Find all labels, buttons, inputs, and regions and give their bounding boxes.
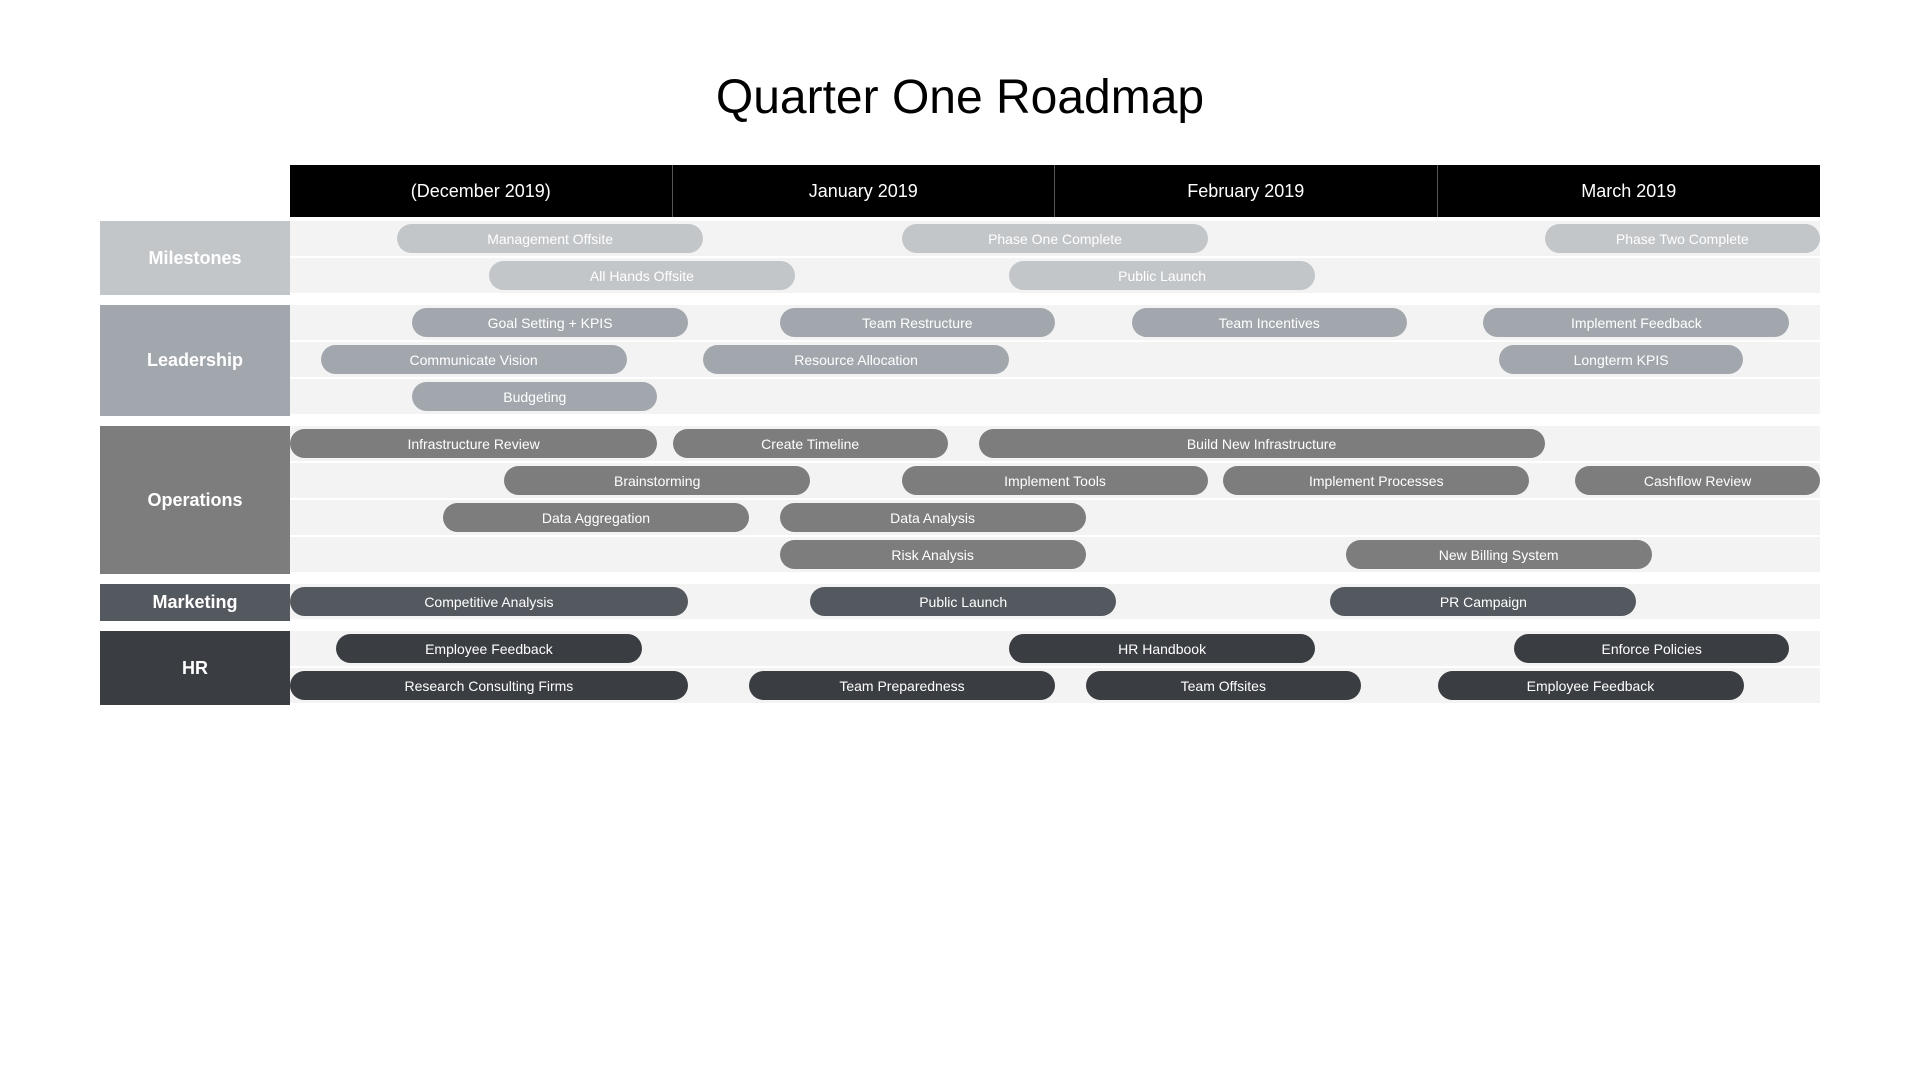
roadmap-bar: Team Preparedness (749, 671, 1055, 700)
roadmap-bar: Implement Processes (1223, 466, 1529, 495)
roadmap-lane: Employee Feedback HR Handbook Enforce Poli… (290, 631, 1820, 666)
roadmap-lane: Data Aggregation Data Analysis (290, 500, 1820, 535)
section-label: Leadership (100, 305, 290, 416)
roadmap-lane: Research Consulting Firms Team Preparedne… (290, 668, 1820, 703)
roadmap-bar: Phase Two Complete (1545, 224, 1820, 253)
roadmap-section: Leadership Goal Setting + KPIS Team Restru… (100, 305, 1820, 416)
roadmap-bar: All Hands Offsite (489, 261, 795, 290)
section-label: Marketing (100, 584, 290, 621)
roadmap-bar: Goal Setting + KPIS (412, 308, 687, 337)
section-rows: Management Offsite Phase One Complete Phas… (290, 221, 1820, 295)
roadmap-bar: Resource Allocation (703, 345, 1009, 374)
timeline-header: (December 2019)January 2019February 2019… (290, 165, 1820, 217)
section-rows: Employee Feedback HR Handbook Enforce Poli… (290, 631, 1820, 705)
timeline-header-cell: March 2019 (1438, 165, 1821, 217)
roadmap-bar: Phase One Complete (902, 224, 1208, 253)
roadmap-lane: Competitive Analysis Public Launch PR Camp… (290, 584, 1820, 619)
roadmap-bar: Budgeting (412, 382, 657, 411)
roadmap-bar: New Billing System (1346, 540, 1652, 569)
section-label: Milestones (100, 221, 290, 295)
roadmap-lane: Goal Setting + KPIS Team Restructure Team … (290, 305, 1820, 340)
roadmap-bar: Cashflow Review (1575, 466, 1820, 495)
timeline-header-cell: February 2019 (1055, 165, 1438, 217)
roadmap-bar: Team Restructure (780, 308, 1055, 337)
roadmap-section: Milestones Management Offsite Phase One Co… (100, 221, 1820, 295)
roadmap-bar: Public Launch (810, 587, 1116, 616)
timeline-header-cell: January 2019 (673, 165, 1056, 217)
roadmap-bar: Infrastructure Review (290, 429, 657, 458)
roadmap-bar: Enforce Policies (1514, 634, 1789, 663)
roadmap-lane: Communicate Vision Resource Allocation Lon… (290, 342, 1820, 377)
roadmap-lane: Brainstorming Implement Tools Implement Pr… (290, 463, 1820, 498)
roadmap-bar: Implement Feedback (1483, 308, 1789, 337)
roadmap-bar: PR Campaign (1330, 587, 1636, 616)
roadmap-lane: Risk Analysis New Billing System (290, 537, 1820, 572)
roadmap-bar: Management Offsite (397, 224, 703, 253)
section-label: Operations (100, 426, 290, 574)
roadmap-lane: Management Offsite Phase One Complete Phas… (290, 221, 1820, 256)
roadmap-bar: Communicate Vision (321, 345, 627, 374)
roadmap-bar: Research Consulting Firms (290, 671, 688, 700)
roadmap-lane: Budgeting (290, 379, 1820, 414)
roadmap-bar: Data Aggregation (443, 503, 749, 532)
section-label: HR (100, 631, 290, 705)
roadmap-bar: Data Analysis (780, 503, 1086, 532)
section-rows: Infrastructure Review Create Timeline Buil… (290, 426, 1820, 574)
section-rows: Competitive Analysis Public Launch PR Camp… (290, 584, 1820, 621)
roadmap-bar: Employee Feedback (1438, 671, 1744, 700)
roadmap-section: HR Employee Feedback HR Handbook Enforce Po… (100, 631, 1820, 705)
roadmap-bar: Employee Feedback (336, 634, 642, 663)
roadmap-bar: Longterm KPIS (1499, 345, 1744, 374)
timeline-header-cell: (December 2019) (290, 165, 673, 217)
page-title: Quarter One Roadmap (100, 70, 1820, 125)
roadmap-bar: Build New Infrastructure (979, 429, 1545, 458)
roadmap-page: Quarter One Roadmap (December 2019)Janua… (0, 0, 1920, 1080)
roadmap-section: MarketingCompetitive Analysis Public Laun… (100, 584, 1820, 621)
roadmap-bar: Create Timeline (673, 429, 948, 458)
roadmap-lane: Infrastructure Review Create Timeline Buil… (290, 426, 1820, 461)
roadmap-bar: Brainstorming (504, 466, 810, 495)
roadmap-bar: Team Offsites (1086, 671, 1361, 700)
roadmap-lane: All Hands Offsite Public Launch (290, 258, 1820, 293)
roadmap-bar: Risk Analysis (780, 540, 1086, 569)
roadmap-bar: Team Incentives (1132, 308, 1407, 337)
roadmap-chart: (December 2019)January 2019February 2019… (100, 165, 1820, 705)
roadmap-bar: Public Launch (1009, 261, 1315, 290)
section-rows: Goal Setting + KPIS Team Restructure Team … (290, 305, 1820, 416)
roadmap-section: OperationsInfrastructure Review Create Ti… (100, 426, 1820, 574)
roadmap-bar: Implement Tools (902, 466, 1208, 495)
roadmap-bar: HR Handbook (1009, 634, 1315, 663)
roadmap-bar: Competitive Analysis (290, 587, 688, 616)
